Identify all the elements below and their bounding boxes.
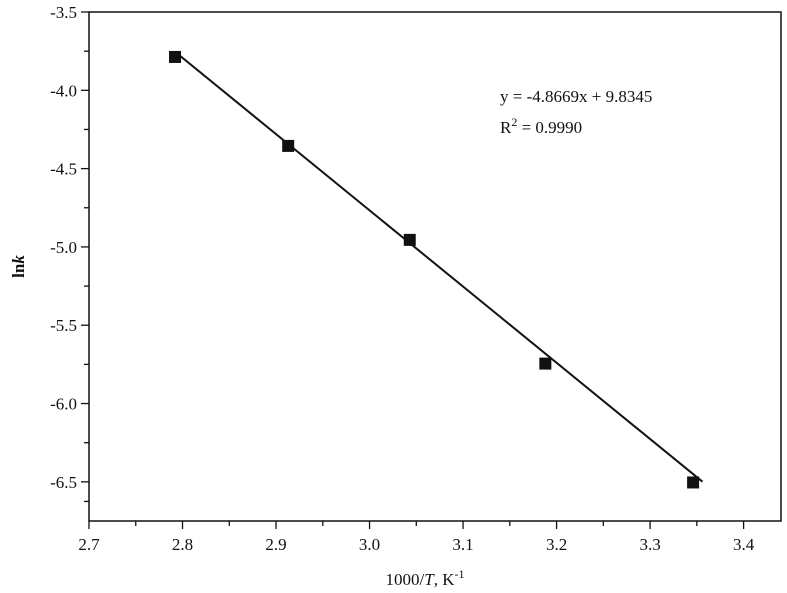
- y-tick-label: -4.5: [50, 160, 77, 179]
- plot-frame: [88, 11, 782, 522]
- x-tick-label: 2.7: [78, 535, 100, 554]
- x-tick-label: 3.0: [359, 535, 380, 554]
- y-axis-label-part: k: [9, 255, 28, 264]
- x-axis-label-part: -1: [454, 567, 464, 581]
- y-tick-label: -5.0: [50, 238, 77, 257]
- x-tick-label: 3.1: [452, 535, 473, 554]
- x-tick-label: 3.3: [639, 535, 660, 554]
- x-axis-label-part: , K: [434, 570, 456, 589]
- fit-r-squared-part: = 0.9990: [517, 118, 582, 137]
- fit-line: [174, 51, 704, 483]
- y-axis-label: lnk: [9, 255, 28, 278]
- x-tick-label: 3.2: [546, 535, 567, 554]
- fit-r-squared-part: 2: [511, 115, 517, 129]
- y-axis-label-part: ln: [9, 263, 28, 278]
- fit-r-squared: R2 = 0.9990: [500, 115, 582, 137]
- x-axis-label: 1000/T, K-1: [386, 567, 465, 589]
- x-axis-label-part: 1000/: [386, 570, 425, 589]
- x-tick-label: 3.4: [733, 535, 755, 554]
- data-point: [282, 139, 295, 152]
- y-tick-label: -6.5: [50, 473, 77, 492]
- fit-equation: y = -4.8669x + 9.8345: [500, 87, 652, 106]
- x-tick-label: 2.9: [265, 535, 286, 554]
- x-tick-label: 2.8: [172, 535, 193, 554]
- y-tick-label: -6.0: [50, 395, 77, 414]
- data-point: [687, 476, 700, 489]
- y-tick-label: -4.0: [50, 81, 77, 100]
- y-tick-label: -5.5: [50, 316, 77, 335]
- fit-r-squared-part: R: [500, 118, 512, 137]
- data-point: [403, 233, 416, 246]
- y-tick-label: -3.5: [50, 3, 77, 22]
- data-point: [539, 357, 552, 370]
- x-axis-label-part: T: [424, 570, 435, 589]
